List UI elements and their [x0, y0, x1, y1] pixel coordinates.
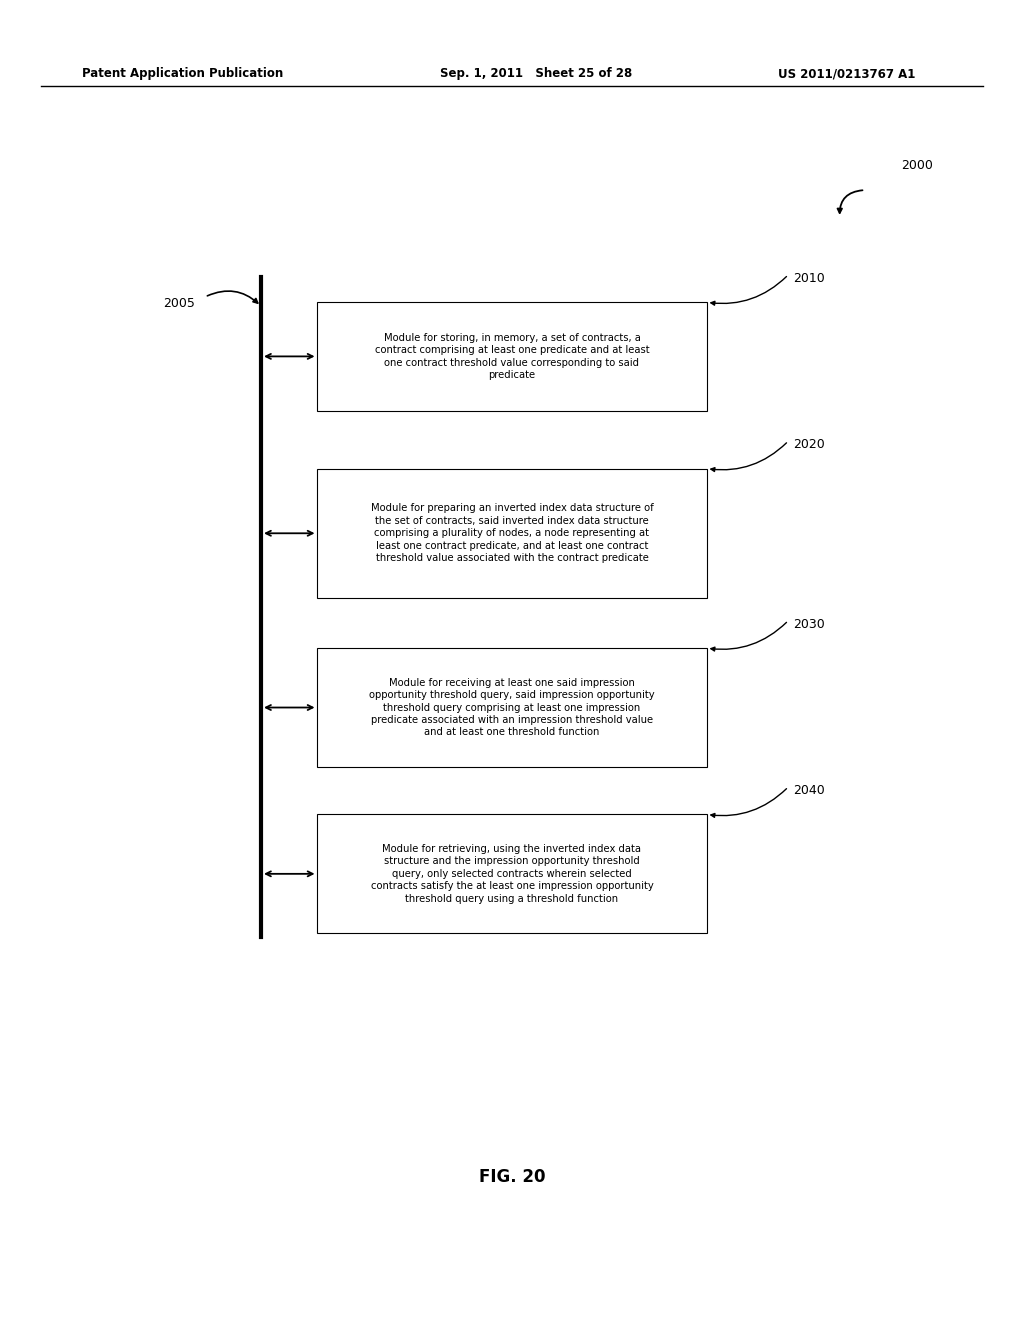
Bar [317, 648, 707, 767]
Text: 2020: 2020 [794, 438, 825, 451]
Bar [317, 814, 707, 933]
Text: Module for preparing an inverted index data structure of
the set of contracts, s: Module for preparing an inverted index d… [371, 503, 653, 564]
Text: 2040: 2040 [794, 784, 825, 797]
Text: Module for retrieving, using the inverted index data
structure and the impressio: Module for retrieving, using the inverte… [371, 843, 653, 904]
Text: 2000: 2000 [901, 158, 933, 172]
Text: 2005: 2005 [163, 297, 195, 310]
Text: 2030: 2030 [794, 618, 825, 631]
Bar [317, 302, 707, 411]
Text: FIG. 20: FIG. 20 [479, 1168, 545, 1187]
Text: Module for storing, in memory, a set of contracts, a
contract comprising at leas: Module for storing, in memory, a set of … [375, 333, 649, 380]
Text: Sep. 1, 2011   Sheet 25 of 28: Sep. 1, 2011 Sheet 25 of 28 [440, 67, 633, 81]
Text: US 2011/0213767 A1: US 2011/0213767 A1 [778, 67, 915, 81]
Text: Patent Application Publication: Patent Application Publication [82, 67, 284, 81]
Bar [317, 469, 707, 598]
Text: 2010: 2010 [794, 272, 825, 285]
Text: Module for receiving at least one said impression
opportunity threshold query, s: Module for receiving at least one said i… [370, 677, 654, 738]
